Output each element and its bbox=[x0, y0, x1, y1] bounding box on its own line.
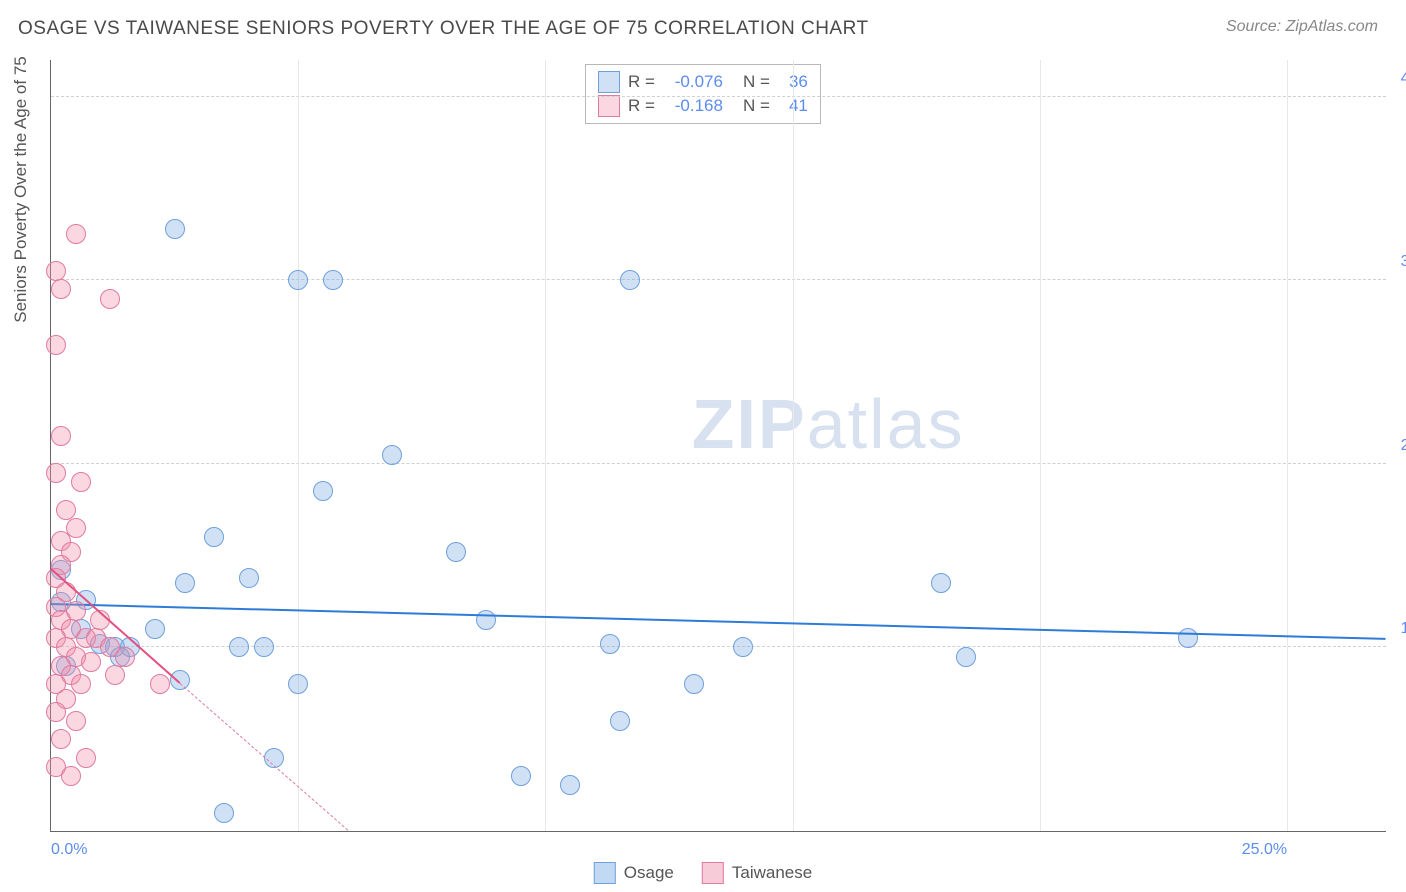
data-point bbox=[1178, 628, 1198, 648]
stat-r-value: -0.168 bbox=[663, 96, 723, 116]
gridline-v bbox=[793, 60, 794, 831]
data-point bbox=[76, 748, 96, 768]
data-point bbox=[81, 652, 101, 672]
x-tick-label: 0.0% bbox=[51, 841, 87, 859]
data-point bbox=[66, 711, 86, 731]
gridline-h bbox=[51, 463, 1386, 464]
data-point bbox=[51, 279, 71, 299]
gridline-v bbox=[1040, 60, 1041, 831]
legend-label: Osage bbox=[624, 863, 674, 883]
gridline-h bbox=[51, 96, 1386, 97]
data-point bbox=[600, 634, 620, 654]
data-point bbox=[175, 573, 195, 593]
legend-item: Taiwanese bbox=[702, 862, 812, 884]
data-point bbox=[382, 445, 402, 465]
gridline-v bbox=[1287, 60, 1288, 831]
data-point bbox=[323, 270, 343, 290]
data-point bbox=[214, 803, 234, 823]
stats-swatch bbox=[598, 95, 620, 117]
trend-line bbox=[51, 603, 1386, 640]
data-point bbox=[476, 610, 496, 630]
stat-r-value: -0.076 bbox=[663, 72, 723, 92]
data-point bbox=[560, 775, 580, 795]
chart-source: Source: ZipAtlas.com bbox=[1226, 18, 1378, 36]
data-point bbox=[56, 500, 76, 520]
trend-line-dash bbox=[179, 683, 348, 831]
chart-header: OSAGE VS TAIWANESE SENIORS POVERTY OVER … bbox=[0, 0, 1406, 48]
data-point bbox=[229, 637, 249, 657]
data-point bbox=[46, 702, 66, 722]
data-point bbox=[610, 711, 630, 731]
data-point bbox=[105, 665, 125, 685]
legend-item: Osage bbox=[594, 862, 674, 884]
legend-swatch bbox=[594, 862, 616, 884]
data-point bbox=[71, 472, 91, 492]
data-point bbox=[46, 261, 66, 281]
data-point bbox=[100, 289, 120, 309]
data-point bbox=[956, 647, 976, 667]
stats-row: R =-0.168N =41 bbox=[598, 95, 808, 117]
legend-label: Taiwanese bbox=[732, 863, 812, 883]
data-point bbox=[145, 619, 165, 639]
data-point bbox=[204, 527, 224, 547]
watermark: ZIPatlas bbox=[692, 384, 965, 464]
data-point bbox=[313, 481, 333, 501]
stat-r-label: R = bbox=[628, 96, 655, 116]
data-point bbox=[288, 270, 308, 290]
data-point bbox=[165, 219, 185, 239]
data-point bbox=[46, 335, 66, 355]
data-point bbox=[66, 224, 86, 244]
legend-swatch bbox=[702, 862, 724, 884]
chart-legend: Osage Taiwanese bbox=[594, 862, 812, 884]
data-point bbox=[733, 637, 753, 657]
stats-box: R =-0.076N =36R =-0.168N =41 bbox=[585, 64, 821, 124]
stat-n-label: N = bbox=[743, 96, 770, 116]
y-axis-label: Seniors Poverty Over the Age of 75 bbox=[11, 56, 31, 322]
data-point bbox=[254, 637, 274, 657]
scatter-chart: Seniors Poverty Over the Age of 75 ZIPat… bbox=[50, 60, 1386, 832]
gridline-v bbox=[298, 60, 299, 831]
data-point bbox=[288, 674, 308, 694]
stats-swatch bbox=[598, 71, 620, 93]
y-tick-label: 20.0% bbox=[1401, 437, 1406, 455]
stat-n-label: N = bbox=[743, 72, 770, 92]
stat-r-label: R = bbox=[628, 72, 655, 92]
data-point bbox=[61, 766, 81, 786]
data-point bbox=[71, 674, 91, 694]
chart-title: OSAGE VS TAIWANESE SENIORS POVERTY OVER … bbox=[18, 18, 869, 40]
gridline-h bbox=[51, 279, 1386, 280]
stats-row: R =-0.076N =36 bbox=[598, 71, 808, 93]
y-tick-label: 40.0% bbox=[1401, 70, 1406, 88]
data-point bbox=[620, 270, 640, 290]
data-point bbox=[511, 766, 531, 786]
data-point bbox=[931, 573, 951, 593]
data-point bbox=[446, 542, 466, 562]
y-tick-label: 10.0% bbox=[1401, 620, 1406, 638]
data-point bbox=[51, 729, 71, 749]
x-tick-label: 25.0% bbox=[1242, 841, 1287, 859]
gridline-v bbox=[545, 60, 546, 831]
y-tick-label: 30.0% bbox=[1401, 253, 1406, 271]
data-point bbox=[51, 426, 71, 446]
data-point bbox=[115, 647, 135, 667]
data-point bbox=[150, 674, 170, 694]
data-point bbox=[46, 463, 66, 483]
data-point bbox=[239, 568, 259, 588]
data-point bbox=[684, 674, 704, 694]
